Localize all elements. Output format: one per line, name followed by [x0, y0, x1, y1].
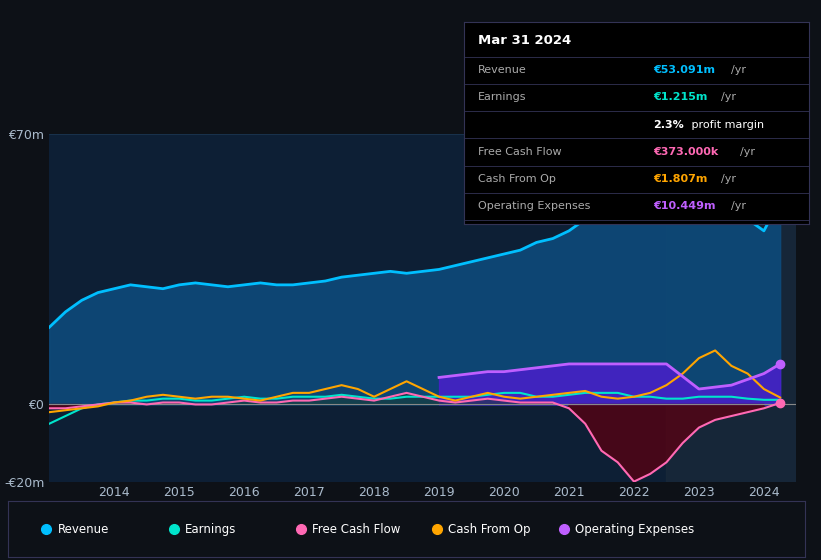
Text: Revenue: Revenue: [478, 66, 526, 75]
Text: Free Cash Flow: Free Cash Flow: [478, 147, 562, 157]
Bar: [667, 134, 803, 482]
Text: Mar 31 2024: Mar 31 2024: [478, 35, 571, 48]
Text: /yr: /yr: [721, 92, 736, 102]
Text: profit margin: profit margin: [688, 120, 764, 130]
Text: €1.807m: €1.807m: [654, 174, 708, 184]
Text: Operating Expenses: Operating Expenses: [576, 522, 695, 536]
Text: €53.091m: €53.091m: [654, 66, 716, 75]
Text: /yr: /yr: [731, 202, 745, 211]
Text: Earnings: Earnings: [478, 92, 526, 102]
Text: 2.3%: 2.3%: [654, 120, 684, 130]
Text: Free Cash Flow: Free Cash Flow: [313, 522, 401, 536]
Text: Earnings: Earnings: [185, 522, 236, 536]
Text: Cash From Op: Cash From Op: [447, 522, 530, 536]
Text: Operating Expenses: Operating Expenses: [478, 202, 590, 211]
Text: /yr: /yr: [721, 174, 736, 184]
Text: /yr: /yr: [741, 147, 755, 157]
Text: €10.449m: €10.449m: [654, 202, 716, 211]
Text: €373.000k: €373.000k: [654, 147, 718, 157]
Text: Cash From Op: Cash From Op: [478, 174, 556, 184]
Text: Revenue: Revenue: [57, 522, 109, 536]
Text: €1.215m: €1.215m: [654, 92, 708, 102]
Text: /yr: /yr: [731, 66, 745, 75]
